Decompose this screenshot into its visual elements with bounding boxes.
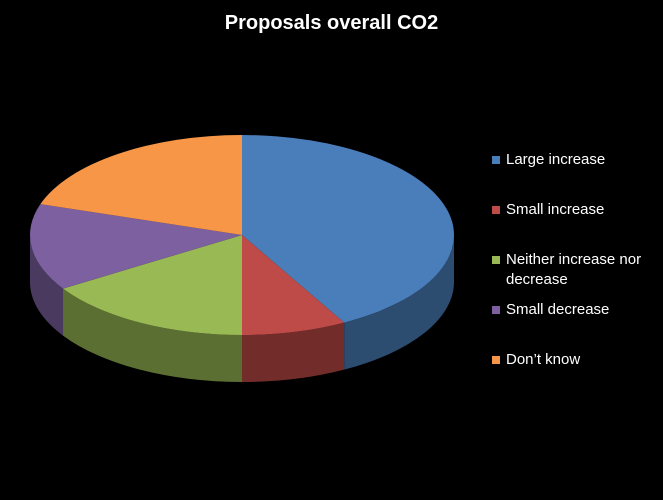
legend-swatch bbox=[492, 206, 500, 214]
legend-item: Don’t know bbox=[490, 350, 660, 400]
legend-item: Large increase bbox=[490, 150, 660, 200]
legend-swatch bbox=[492, 256, 500, 264]
pie-slice bbox=[242, 235, 345, 335]
pie-slice bbox=[63, 235, 243, 335]
legend-label: Don’t know bbox=[506, 351, 581, 368]
legend-item: Small increase bbox=[490, 200, 660, 250]
pie-slice bbox=[40, 135, 242, 235]
legend-label: Neither increase nor decrease bbox=[506, 251, 642, 288]
pie-side bbox=[344, 235, 454, 370]
legend-label: Small increase bbox=[506, 201, 605, 218]
legend: Large increase Small increase Neither incr… bbox=[490, 150, 660, 400]
legend-item: Neither increase nor decrease bbox=[490, 250, 660, 300]
pie-slice bbox=[242, 135, 455, 323]
pie-side bbox=[63, 288, 243, 382]
legend-item: Small decrease bbox=[490, 300, 660, 350]
pie-side bbox=[242, 322, 345, 382]
pie-slice bbox=[30, 204, 242, 289]
pie-side bbox=[30, 235, 64, 336]
legend-label: Large increase bbox=[506, 151, 606, 168]
legend-swatch bbox=[492, 156, 500, 164]
legend-label: Small decrease bbox=[506, 301, 610, 318]
chart-title: Proposals overall CO2 bbox=[224, 12, 439, 34]
legend-swatch bbox=[492, 306, 500, 314]
legend-swatch bbox=[492, 356, 500, 364]
